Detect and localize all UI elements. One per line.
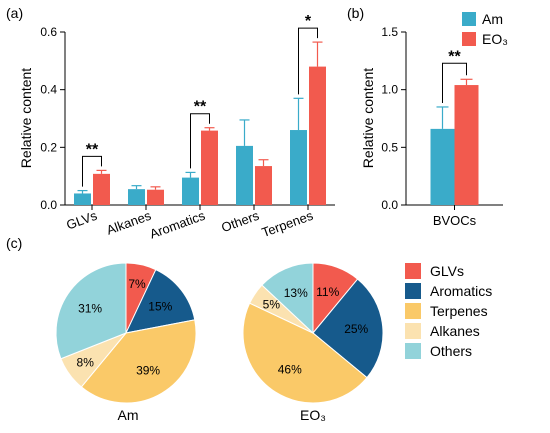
pie-label: 8%	[77, 356, 95, 370]
panel-label-c: (c)	[6, 235, 22, 251]
pie-label: 25%	[344, 322, 368, 336]
legend-swatch-terpenes	[405, 303, 421, 319]
x-tick-label: Alkanes	[104, 208, 153, 238]
pie-slice-aromatics	[312, 278, 384, 379]
legend-swatch-aromatics	[405, 283, 421, 299]
x-tick-label: BVOCs	[433, 213, 477, 228]
legend-label-am: Am	[482, 11, 503, 27]
pie-label: 5%	[263, 298, 281, 312]
legend-label-eo3: EO₃	[482, 31, 508, 47]
y-tick-label: 0.4	[40, 83, 57, 97]
legend-label-others: Others	[430, 343, 472, 359]
x-tick-label: Terpenes	[260, 208, 316, 241]
y-tick-label: 0.0	[40, 198, 57, 212]
legend-swatch-others	[405, 343, 421, 359]
pie-legend: GLVs Aromatics Terpenes Alkanes Others	[405, 263, 492, 359]
legend-label-terpenes: Terpenes	[430, 303, 488, 319]
significance-label: **	[86, 141, 99, 158]
pie-slice-others	[261, 262, 314, 335]
pie-chart-eo3: EO₃ 11% 25% 46% 5%13%	[242, 262, 384, 423]
bar-am	[290, 130, 307, 205]
legend-label-alkanes: Alkanes	[430, 323, 480, 339]
y-tick-label: 1.5	[381, 25, 398, 39]
bar-chart-b: Relative content 0.0 0.5 1.0 1.5 BVOCs **	[360, 25, 503, 228]
pie-label: 11%	[316, 285, 339, 299]
pie-slice-others	[55, 262, 127, 360]
pie-slice-aromatics	[125, 268, 196, 334]
legend-swatch-am	[462, 12, 476, 26]
chart-b-ylabel: Relative content	[360, 68, 376, 169]
pie-slice-terpenes	[242, 302, 368, 404]
legend-label-glvs: GLVs	[430, 263, 464, 279]
bar-eo	[255, 166, 272, 205]
x-tick-label: Aromatics	[148, 208, 208, 242]
pie-eo3-title: EO₃	[300, 407, 326, 423]
legend-swatch-alkanes	[405, 323, 421, 339]
bar-am	[128, 189, 145, 205]
legend-label-aromatics: Aromatics	[430, 283, 492, 299]
significance-label: *	[305, 13, 312, 30]
pie-label: 39%	[136, 363, 160, 377]
pie-slice-terpenes	[80, 319, 197, 404]
bar-eo	[454, 85, 479, 205]
bar-am	[182, 177, 199, 205]
panel-label-b: (b)	[347, 5, 364, 21]
bar-eo	[201, 130, 218, 205]
pie-label: 13%	[284, 286, 308, 300]
pie-label: 31%	[78, 302, 102, 316]
y-tick-label: 1.0	[381, 83, 398, 97]
bar-legend: Am EO₃	[462, 11, 508, 47]
pie-label: 46%	[278, 363, 302, 377]
pie-am-title: Am	[118, 407, 139, 423]
x-tick-label: Others	[219, 208, 261, 236]
y-tick-label: 0.0	[381, 198, 398, 212]
chart-a-ylabel: Relative content	[18, 68, 34, 169]
bar-chart-a: Relative content 0.0 0.2 0.4 0.6 GLVs ** Alkan…	[18, 13, 335, 242]
significance-label: **	[448, 48, 461, 65]
significance-bracket	[442, 62, 467, 103]
bar-am	[430, 128, 455, 205]
bar-am	[74, 193, 91, 205]
x-tick-label: GLVs	[64, 208, 99, 233]
y-tick-label: 0.6	[40, 25, 57, 39]
pie-label: 7%	[128, 277, 146, 291]
bar-am	[236, 145, 253, 205]
bar-eo	[309, 66, 326, 205]
significance-label: **	[194, 99, 207, 116]
bar-eo	[147, 189, 164, 205]
significance-bracket	[82, 155, 102, 187]
y-tick-label: 0.2	[40, 140, 57, 154]
y-tick-label: 0.5	[381, 140, 398, 154]
panel-label-a: (a)	[6, 5, 23, 21]
legend-swatch-glvs	[405, 263, 421, 279]
significance-bracket	[190, 113, 210, 169]
bar-eo	[93, 173, 110, 205]
pie-label: 15%	[148, 299, 172, 313]
legend-swatch-eo3	[462, 32, 476, 46]
significance-bracket	[298, 27, 318, 95]
pie-chart-am: Am 7%15% 39% 8% 31%	[55, 262, 197, 423]
